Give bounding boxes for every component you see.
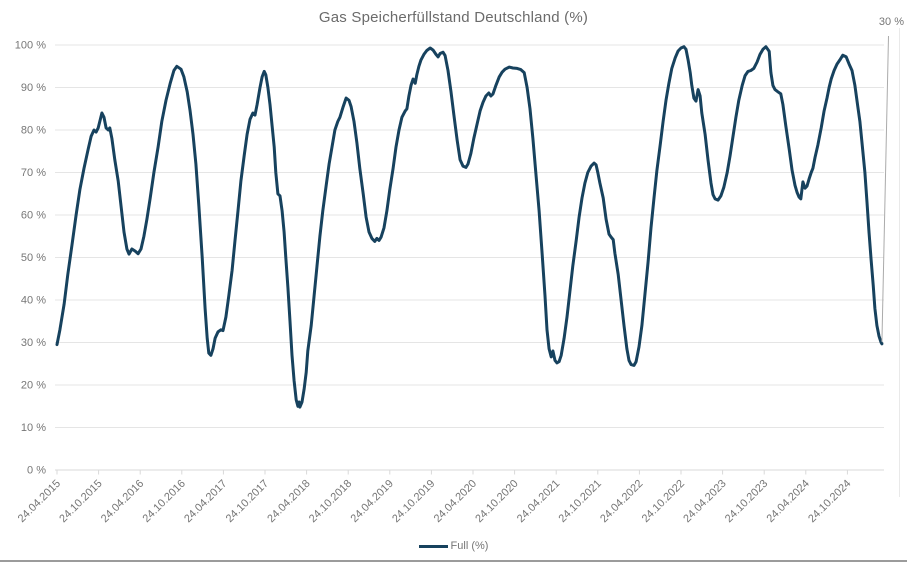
x-axis-tick-label: 24.10.2015 <box>57 478 104 525</box>
y-axis-tick-label: 70 % <box>21 167 46 179</box>
y-axis-tick-label: 30 % <box>21 337 46 349</box>
x-axis-tick-label: 24.10.2016 <box>141 478 188 525</box>
y-axis-tick-label: 0 % <box>27 465 46 477</box>
x-axis-tick-label: 24.10.2017 <box>224 478 271 525</box>
x-axis-tick-label: 24.04.2023 <box>681 478 728 525</box>
x-axis-tick-label: 24.10.2019 <box>390 478 437 525</box>
x-axis-tick-label: 24.04.2022 <box>598 478 645 525</box>
x-axis-tick-label: 24.10.2021 <box>557 478 604 525</box>
series-line-full-percent[interactable] <box>55 45 884 409</box>
x-axis-tick-label: 24.04.2021 <box>515 478 562 525</box>
legend-line-marker <box>418 545 448 548</box>
x-axis-tick-label: 24.04.2016 <box>99 478 146 525</box>
y-axis-tick-label: 10 % <box>21 422 46 434</box>
x-axis-tick-label: 24.04.2019 <box>349 478 396 525</box>
x-axis-tick-label: 24.04.2017 <box>182 478 229 525</box>
legend[interactable]: Full (%) <box>0 539 907 554</box>
chart-title: Gas Speicherfüllstand Deutschland (%) <box>318 9 589 26</box>
x-axis-tick-label: 24.04.2020 <box>432 478 479 525</box>
last-value-label: 30 % <box>878 16 904 28</box>
x-axis-tick-label: 24.04.2015 <box>16 478 63 525</box>
bottom-window-border <box>0 560 907 562</box>
y-axis-tick-label: 40 % <box>21 295 46 307</box>
x-axis-tick-label: 24.10.2022 <box>640 478 687 525</box>
x-axis-tick-label: 24.04.2024 <box>765 478 812 525</box>
y-axis-tick-label: 60 % <box>21 210 46 222</box>
y-axis-tick-label: 100 % <box>15 40 46 52</box>
x-axis-tick-label: 24.10.2024 <box>806 478 853 525</box>
y-axis-tick-label: 20 % <box>21 380 46 392</box>
x-axis-tick-label: 24.04.2018 <box>265 478 312 525</box>
x-axis-tick-label: 24.10.2018 <box>307 478 354 525</box>
annotation-leader-line <box>881 35 889 342</box>
y-axis-tick-label: 50 % <box>21 252 46 264</box>
y-axis-tick-label: 80 % <box>21 125 46 137</box>
y-axis-tick-label: 90 % <box>21 82 46 94</box>
x-axis-tick-label: 24.10.2023 <box>723 478 770 525</box>
legend-series-label: Full (%) <box>450 540 489 552</box>
x-axis-tick-label: 24.10.2020 <box>473 478 520 525</box>
